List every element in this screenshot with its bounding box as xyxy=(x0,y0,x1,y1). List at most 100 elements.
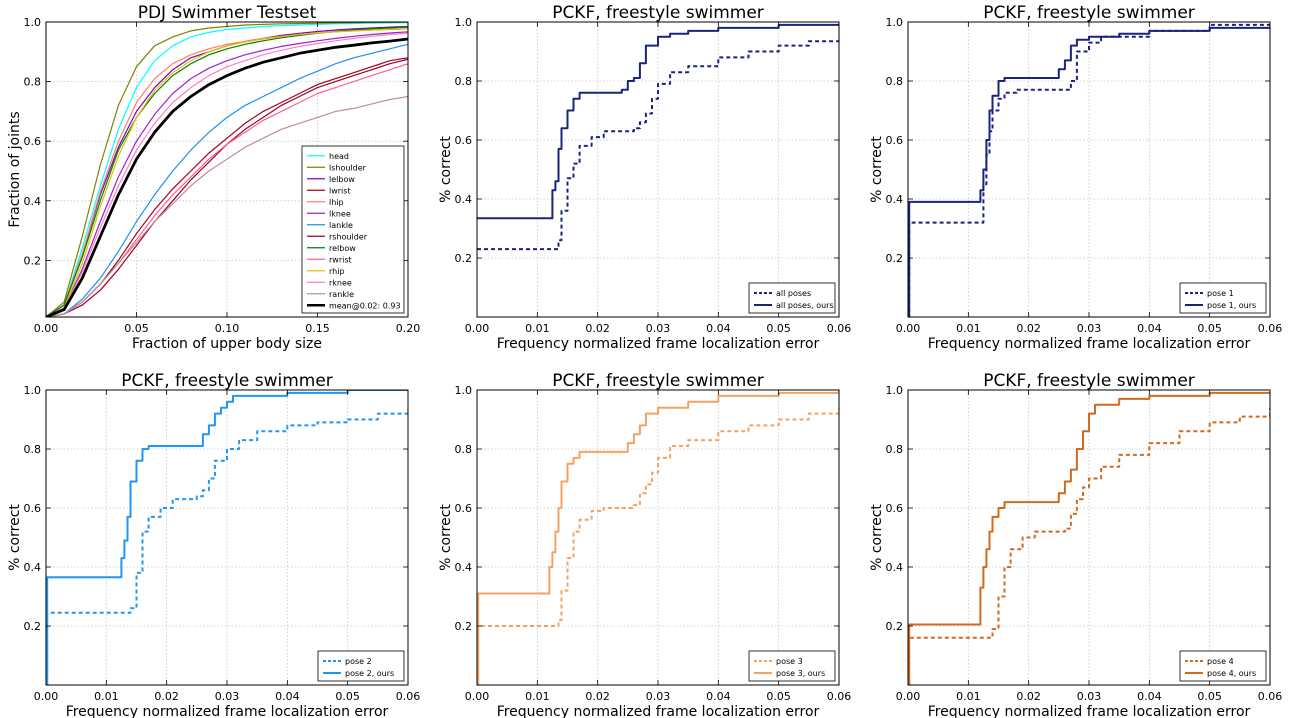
series-line-14 xyxy=(46,37,408,317)
series-line-2 xyxy=(908,391,1270,685)
subplot-1: 0.00 0.05 0.10 0.15 0.20 0.2 0.4 0.6 0.8 1.0 PDJ S… xyxy=(7,3,420,352)
series-line-2 xyxy=(908,26,1270,317)
x-tick-label: 0.00 xyxy=(34,690,59,703)
y-tick-label: 1.0 xyxy=(886,384,904,397)
legend: pose 1 pose 1, ours xyxy=(1179,282,1267,314)
series-group xyxy=(908,22,1270,317)
chart-title: PCKF, freestyle swimmer xyxy=(983,371,1195,391)
legend-box xyxy=(1179,650,1267,682)
y-tick-label: 1.0 xyxy=(455,384,473,397)
y-tick-label: 0.4 xyxy=(455,193,473,206)
x-axis-label: Frequency normalized frame localization … xyxy=(497,336,820,352)
y-tick-label: 0.6 xyxy=(455,502,473,515)
legend-box xyxy=(317,650,405,682)
x-tick-label: 0.02 xyxy=(1016,322,1041,335)
y-tick-label: 0.8 xyxy=(24,443,42,456)
x-tick-label: 0.02 xyxy=(1016,690,1041,703)
legend-label: lelbow xyxy=(329,175,355,184)
series-line-11 xyxy=(46,28,408,317)
x-tick-label: 0.00 xyxy=(896,690,921,703)
subplot-3: 0.00 0.01 0.02 0.03 0.04 0.05 0.06 0.2 0.4 0.6 0.8… xyxy=(869,3,1282,352)
legend-label: pose 2, ours xyxy=(345,669,394,678)
subplot-2: 0.00 0.01 0.02 0.03 0.04 0.05 0.06 0.2 0.4 0.6 0.8… xyxy=(438,3,851,352)
x-tick-label: 0.04 xyxy=(275,690,300,703)
legend-label: pose 3, ours xyxy=(776,669,825,678)
x-tick-label: 0.02 xyxy=(585,322,610,335)
legend: pose 4 pose 4, ours xyxy=(1179,650,1267,682)
x-tick-label: 0.06 xyxy=(827,690,852,703)
series-line-13 xyxy=(46,95,408,317)
legend-label: rshoulder xyxy=(329,232,368,241)
x-tick-label: 0.01 xyxy=(525,690,550,703)
x-tick-label: 0.04 xyxy=(1137,690,1162,703)
subplot-5: 0.00 0.01 0.02 0.03 0.04 0.05 0.06 0.2 0.4 0.6 0.8… xyxy=(438,371,851,718)
y-tick-label: 0.4 xyxy=(455,561,473,574)
x-tick-label: 0.01 xyxy=(956,322,981,335)
chart-title: PCKF, freestyle swimmer xyxy=(552,3,764,23)
series-group xyxy=(477,23,839,251)
series-line-1 xyxy=(908,22,1270,317)
legend-label: all poses, ours xyxy=(776,301,834,310)
chart-title: PCKF, freestyle swimmer xyxy=(983,3,1195,23)
legend-label: rwrist xyxy=(329,255,352,264)
series-line-2 xyxy=(477,390,839,685)
y-axis-label: % correct xyxy=(438,136,454,203)
legend-label: lshoulder xyxy=(329,163,367,172)
y-tick-label: 0.2 xyxy=(24,620,42,633)
series-group xyxy=(46,390,408,685)
legend-label: pose 1, ours xyxy=(1207,301,1256,310)
x-axis-label: Frequency normalized frame localization … xyxy=(66,704,389,718)
x-tick-label: 0.03 xyxy=(1077,322,1102,335)
x-tick-label: 0.00 xyxy=(34,322,59,335)
series-line-4 xyxy=(46,57,408,317)
x-tick-label: 0.03 xyxy=(646,322,671,335)
x-axis-label: Frequency normalized frame localization … xyxy=(928,336,1251,352)
legend-label: lwrist xyxy=(329,186,351,195)
y-tick-label: 0.4 xyxy=(886,561,904,574)
x-tick-label: 0.02 xyxy=(585,690,610,703)
legend-label: lhip xyxy=(329,198,344,207)
legend-label: all poses xyxy=(776,289,811,298)
x-tick-label: 0.05 xyxy=(1197,690,1222,703)
x-tick-label: 0.05 xyxy=(766,322,791,335)
y-tick-label: 1.0 xyxy=(886,16,904,29)
x-tick-label: 0.04 xyxy=(706,322,731,335)
x-tick-label: 0.00 xyxy=(465,690,490,703)
y-tick-label: 0.2 xyxy=(886,620,904,633)
y-tick-label: 0.4 xyxy=(24,195,42,208)
y-axis-label: % correct xyxy=(869,504,885,571)
y-tick-label: 1.0 xyxy=(24,384,42,397)
legend: head lshoulder lelbow lwrist lhip lknee lankle… xyxy=(301,145,405,314)
series-line-2 xyxy=(477,23,839,220)
y-tick-label: 0.6 xyxy=(24,502,42,515)
series-line-1 xyxy=(477,36,839,251)
y-tick-label: 0.6 xyxy=(24,135,42,148)
y-tick-label: 0.8 xyxy=(886,75,904,88)
y-axis-label: Fraction of joints xyxy=(7,111,23,227)
y-tick-label: 0.2 xyxy=(455,620,473,633)
x-tick-label: 0.01 xyxy=(525,322,550,335)
y-axis-label: % correct xyxy=(7,504,23,571)
x-tick-label: 0.00 xyxy=(896,322,921,335)
x-tick-label: 0.01 xyxy=(94,690,119,703)
x-tick-label: 0.01 xyxy=(956,690,981,703)
series-line-1 xyxy=(46,409,408,685)
legend-label: pose 4 xyxy=(1207,657,1234,666)
x-axis-label: Frequency normalized frame localization … xyxy=(497,704,820,718)
series-line-1 xyxy=(46,22,408,317)
x-tick-label: 0.06 xyxy=(827,322,852,335)
y-tick-label: 0.2 xyxy=(886,252,904,265)
legend-label: pose 4, ours xyxy=(1207,669,1256,678)
legend: pose 3 pose 3, ours xyxy=(748,650,836,682)
x-tick-label: 0.03 xyxy=(1077,690,1102,703)
y-tick-label: 0.8 xyxy=(455,75,473,88)
x-tick-label: 0.00 xyxy=(465,322,490,335)
x-tick-label: 0.04 xyxy=(706,690,731,703)
x-axis-label: Fraction of upper body size xyxy=(132,336,322,352)
y-tick-label: 1.0 xyxy=(455,16,473,29)
x-tick-label: 0.06 xyxy=(1258,322,1283,335)
x-tick-label: 0.05 xyxy=(124,322,149,335)
subplot-6: 0.00 0.01 0.02 0.03 0.04 0.05 0.06 0.2 0.4 0.6 0.8… xyxy=(869,371,1282,718)
chart-title: PCKF, freestyle swimmer xyxy=(121,371,333,391)
